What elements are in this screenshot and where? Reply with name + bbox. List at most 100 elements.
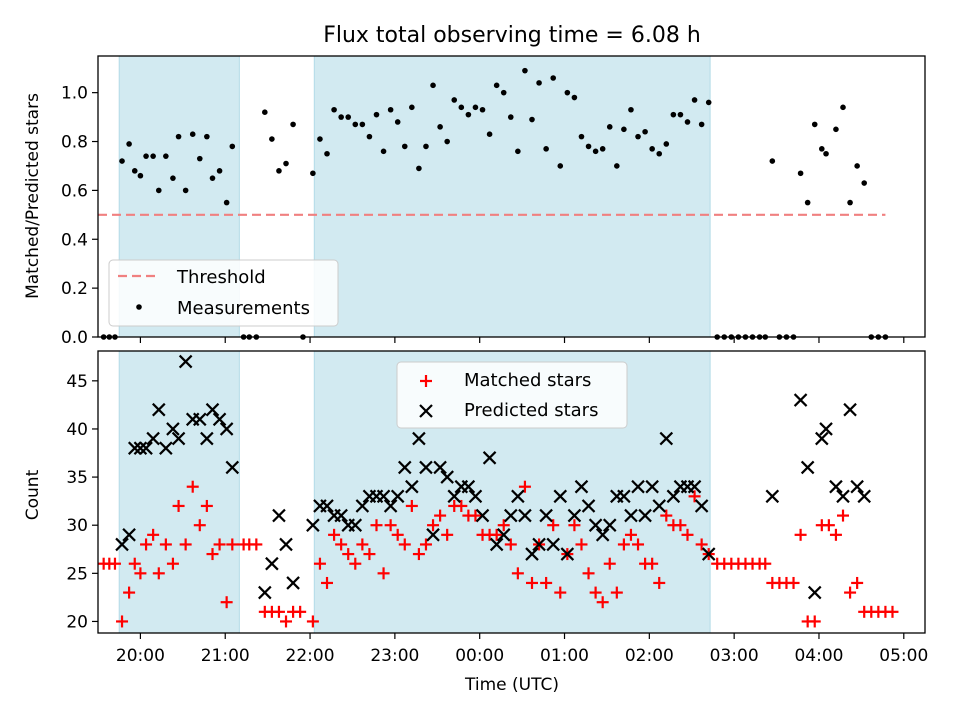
- measurement-point: [599, 146, 606, 152]
- measurement-point: [515, 148, 521, 155]
- predicted-star-marker: [461, 479, 476, 494]
- y-tick-label: 25: [66, 564, 88, 584]
- predicted-star-marker: [159, 441, 173, 455]
- measurement-point: [564, 89, 571, 96]
- predicted-star-marker: [279, 537, 293, 552]
- measurement-point: [131, 168, 138, 174]
- matched-star-marker: [603, 557, 616, 570]
- predicted-star-marker: [133, 441, 148, 455]
- measurement-point: [444, 138, 450, 145]
- x-axis-label: Time (UTC): [464, 675, 559, 695]
- predicted-star-marker: [212, 412, 227, 427]
- predicted-star-marker: [624, 508, 638, 523]
- y-tick-label: 20: [66, 612, 88, 632]
- predicted-star-marker: [511, 489, 525, 504]
- bottom-x-ticks: 20:00 21:00 22:00 23:00 00:00 01:00 02:00 03:00…: [116, 633, 928, 666]
- predicted-star-marker: [836, 489, 850, 504]
- matched-star-marker: [518, 480, 531, 493]
- matched-star-marker: [363, 548, 376, 561]
- matched-star-marker: [342, 548, 355, 561]
- predicted-star-marker: [829, 479, 843, 494]
- x-tick-label: 02:00: [625, 646, 674, 666]
- predicted-star-marker: [638, 508, 652, 523]
- predicted-star-marker: [496, 528, 511, 542]
- matched-star-marker: [547, 519, 560, 532]
- x-tick-label: 00:00: [455, 646, 504, 666]
- x-tick-label: 01:00: [540, 646, 589, 666]
- matched-star-marker: [335, 538, 348, 551]
- predicted-star-marker: [440, 470, 454, 484]
- y-tick-label: 1.0: [61, 84, 88, 104]
- matched-star-marker: [851, 576, 864, 589]
- matched-star-marker: [398, 538, 411, 551]
- y-tick-label: 0.0: [61, 328, 88, 348]
- measurement-point: [550, 75, 557, 81]
- observing-window-band: [313, 55, 711, 338]
- matched-star-marker: [200, 499, 213, 512]
- top-y-ticks: 0.0 0.2 0.4 0.6 0.8 1.0: [61, 84, 98, 348]
- matched-star-marker: [624, 528, 637, 541]
- predicted-star-marker: [390, 489, 405, 504]
- measurement-point: [493, 82, 500, 89]
- top-axes-frame: [97, 55, 926, 338]
- measurement-point: [606, 124, 613, 130]
- matched-star-marker: [681, 528, 694, 541]
- top-measurement-points: [100, 67, 889, 340]
- matched-star-marker: [116, 615, 129, 628]
- observing-window-band: [118, 350, 240, 634]
- measurement-point: [769, 158, 776, 164]
- measurement-point: [387, 106, 394, 113]
- predicted-star-marker: [539, 508, 553, 523]
- measurement-point: [119, 158, 125, 164]
- matched-star-marker: [123, 586, 136, 599]
- bottom-legend: Matched stars Predicted stars: [396, 361, 628, 429]
- matched-star-marker: [674, 519, 687, 532]
- measurement-point: [823, 150, 829, 157]
- predicted-star-marker: [567, 508, 582, 523]
- predicted-star-marker: [205, 402, 220, 417]
- measurement-point: [290, 121, 296, 128]
- matched-star-marker: [455, 499, 468, 512]
- predicted-star-marker: [793, 393, 808, 407]
- predicted-star-marker: [286, 576, 300, 590]
- measurement-point: [366, 133, 373, 140]
- matched-star-marker: [525, 576, 538, 589]
- measurement-point: [170, 175, 176, 181]
- predicted-star-marker: [320, 499, 334, 513]
- matched-star-marker: [490, 528, 503, 541]
- matched-star-marker: [128, 557, 141, 570]
- measurement-point: [543, 146, 549, 152]
- matched-star-marker: [808, 615, 821, 628]
- measurement-point: [126, 141, 132, 147]
- predicted-star-marker: [152, 402, 166, 417]
- measurement-point: [861, 180, 868, 186]
- matched-star-marker: [794, 528, 807, 541]
- predicted-star-marker: [306, 518, 320, 532]
- measurement-point: [352, 121, 359, 128]
- measurement-point: [276, 168, 282, 174]
- predicted-star-marker: [489, 537, 504, 552]
- predicted-star-marker: [171, 431, 186, 446]
- measurement-point: [175, 133, 182, 140]
- predicted-star-marker: [588, 518, 603, 532]
- measurement-point: [663, 141, 670, 147]
- predicted-star-marker: [525, 547, 539, 561]
- matched-star-marker: [313, 557, 326, 570]
- predicted-star-marker: [122, 528, 136, 542]
- measurement-point: [451, 97, 458, 103]
- matched-star-marker: [610, 586, 623, 599]
- predicted-star-marker: [426, 528, 440, 542]
- predicted-star-marker: [645, 479, 659, 494]
- predicted-star-marker: [272, 508, 286, 523]
- measurement-point: [621, 126, 627, 133]
- y-tick-label: 0.8: [61, 133, 88, 153]
- measurement-point: [691, 97, 698, 103]
- predicted-star-marker: [447, 489, 462, 504]
- measurement-point: [592, 148, 599, 155]
- matched-star-marker: [427, 519, 440, 532]
- legend-predicted-swatch: [419, 404, 433, 418]
- measurement-point: [698, 121, 705, 128]
- measurement-point: [840, 104, 846, 111]
- measurement-point: [229, 143, 236, 150]
- predicted-star-marker: [419, 460, 433, 475]
